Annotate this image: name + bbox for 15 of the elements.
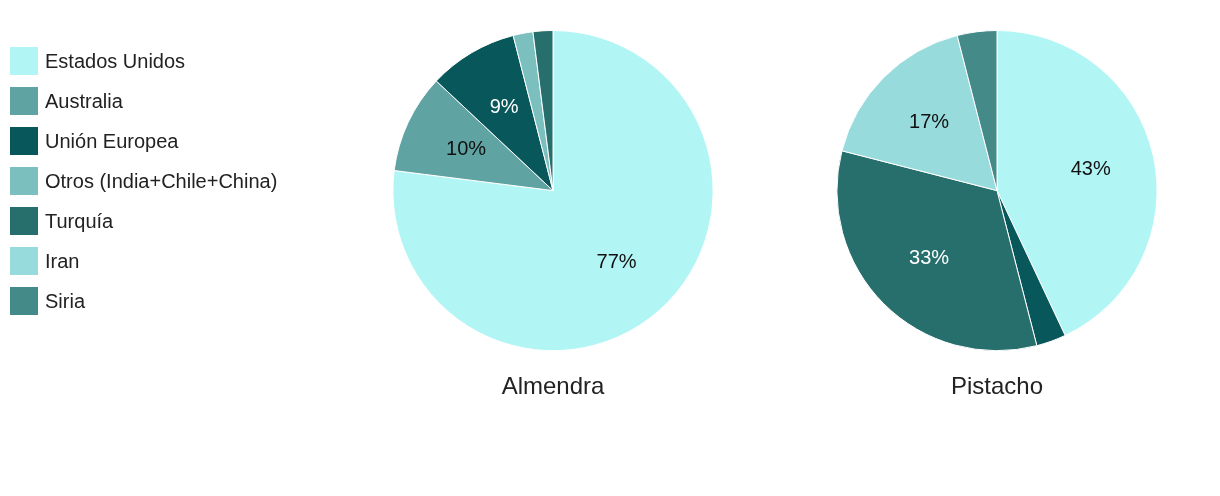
data-label: 77% <box>596 250 637 273</box>
data-label: 17% <box>909 110 950 133</box>
data-label: 9% <box>489 95 519 118</box>
text: Almendra <box>501 372 606 400</box>
legend-label: Australia <box>45 89 123 113</box>
data-label: 43% <box>1070 157 1111 180</box>
legend-label: Siria <box>45 289 86 313</box>
legend-label: Otros (India+Chile+China) <box>45 169 278 193</box>
text: Pistacho <box>950 372 1044 400</box>
data-label: 10% <box>446 137 487 160</box>
legend-label: Iran <box>45 249 80 273</box>
legend-label: Estados Unidos <box>45 49 186 73</box>
data-label: 33% <box>909 246 950 269</box>
legend-label: Unión Europea <box>45 129 179 153</box>
legend-label: Turquía <box>45 209 114 233</box>
